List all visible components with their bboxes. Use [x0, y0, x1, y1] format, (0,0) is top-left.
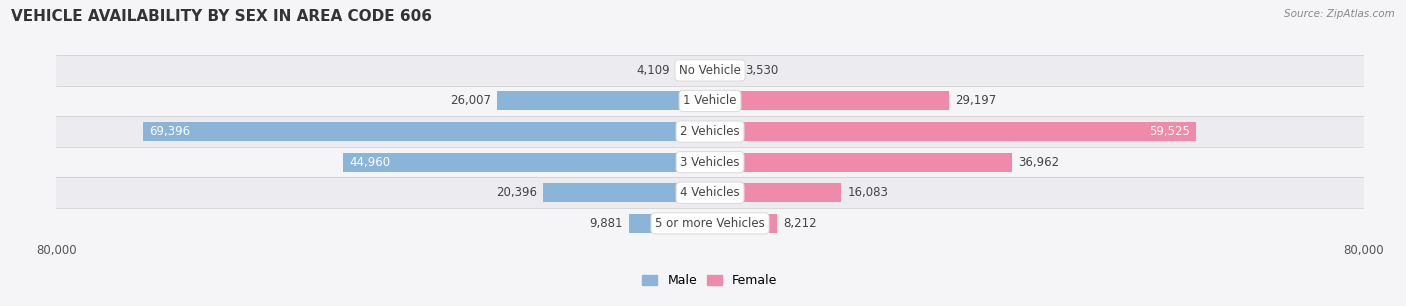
Bar [498, 91, 710, 110]
Bar [56, 177, 1364, 208]
Bar [56, 55, 1364, 86]
Bar [676, 61, 710, 80]
Text: 1 Vehicle: 1 Vehicle [683, 95, 737, 107]
Text: 29,197: 29,197 [955, 95, 997, 107]
Bar [56, 116, 1364, 147]
Bar [710, 91, 949, 110]
Text: Source: ZipAtlas.com: Source: ZipAtlas.com [1284, 9, 1395, 19]
Text: 8,212: 8,212 [783, 217, 817, 230]
Bar [710, 214, 778, 233]
Bar [630, 214, 710, 233]
Text: 9,881: 9,881 [589, 217, 623, 230]
Text: 2 Vehicles: 2 Vehicles [681, 125, 740, 138]
Text: 69,396: 69,396 [149, 125, 191, 138]
Text: 3 Vehicles: 3 Vehicles [681, 156, 740, 169]
Text: 5 or more Vehicles: 5 or more Vehicles [655, 217, 765, 230]
Text: No Vehicle: No Vehicle [679, 64, 741, 77]
Text: 4,109: 4,109 [637, 64, 669, 77]
Bar [710, 183, 841, 202]
Bar [143, 122, 710, 141]
Text: 16,083: 16,083 [848, 186, 889, 199]
Text: 44,960: 44,960 [349, 156, 391, 169]
Text: VEHICLE AVAILABILITY BY SEX IN AREA CODE 606: VEHICLE AVAILABILITY BY SEX IN AREA CODE… [11, 9, 432, 24]
Text: 20,396: 20,396 [496, 186, 537, 199]
Text: 4 Vehicles: 4 Vehicles [681, 186, 740, 199]
Bar [710, 122, 1197, 141]
Text: 26,007: 26,007 [450, 95, 491, 107]
Legend: Male, Female: Male, Female [638, 271, 782, 291]
Bar [343, 153, 710, 172]
Bar [56, 86, 1364, 116]
Bar [543, 183, 710, 202]
Bar [710, 61, 740, 80]
Text: 59,525: 59,525 [1149, 125, 1189, 138]
Bar [56, 208, 1364, 239]
Text: 3,530: 3,530 [745, 64, 779, 77]
Bar [710, 153, 1012, 172]
Bar [56, 147, 1364, 177]
Text: 36,962: 36,962 [1018, 156, 1060, 169]
